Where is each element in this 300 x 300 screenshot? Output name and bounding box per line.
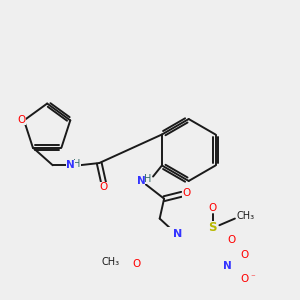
Text: CH₃: CH₃ bbox=[237, 212, 255, 221]
Text: S: S bbox=[208, 221, 217, 234]
Text: O: O bbox=[240, 250, 248, 260]
Text: O: O bbox=[182, 188, 190, 198]
Text: N: N bbox=[223, 261, 232, 271]
Text: CH₃: CH₃ bbox=[101, 257, 119, 267]
Text: N: N bbox=[66, 160, 75, 170]
Text: ⁻: ⁻ bbox=[251, 274, 256, 283]
Text: O: O bbox=[133, 259, 141, 269]
Text: N: N bbox=[173, 229, 182, 239]
Text: N: N bbox=[136, 176, 145, 186]
Text: O: O bbox=[100, 182, 108, 192]
Text: O: O bbox=[227, 235, 236, 244]
Text: O: O bbox=[208, 202, 217, 212]
Text: H: H bbox=[144, 174, 151, 184]
Text: O: O bbox=[240, 274, 248, 284]
Text: O: O bbox=[18, 116, 26, 125]
Text: H: H bbox=[74, 159, 81, 169]
